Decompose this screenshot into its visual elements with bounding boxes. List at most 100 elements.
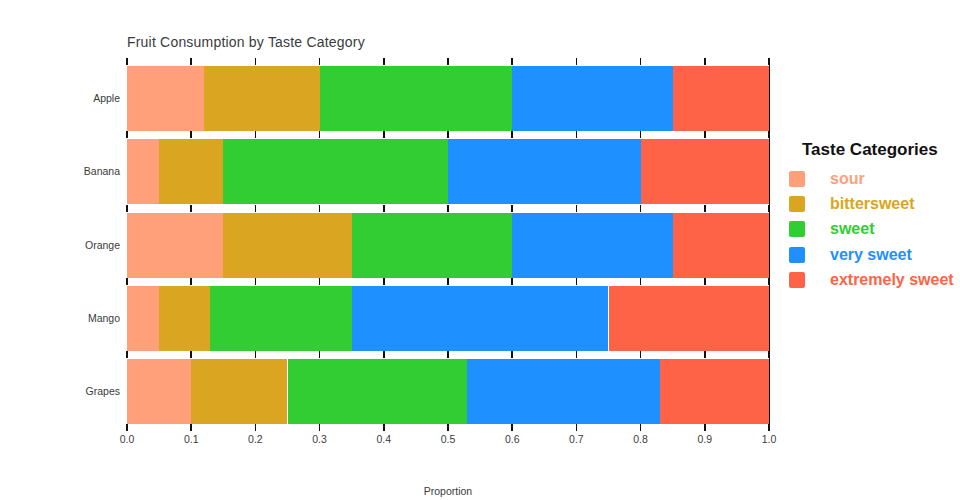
axis-tick-mark [255, 58, 257, 65]
bar-segment-mango-extremely-sweet [609, 286, 770, 351]
axis-tick-mark [190, 351, 192, 358]
legend-swatch-bittersweet [789, 196, 805, 212]
axis-tick-mark [126, 278, 128, 285]
axis-tick-mark [511, 351, 513, 358]
bar-row-apple [127, 66, 769, 131]
x-tick-label-0.4: 0.4 [367, 433, 401, 445]
legend-item-sour: sour [788, 166, 960, 191]
axis-tick-mark [126, 205, 128, 212]
axis-tick-mark [190, 205, 192, 212]
bar-segment-grapes-very-sweet [467, 359, 660, 424]
bar-segment-orange-very-sweet [512, 213, 673, 278]
x-axis-tick-strip [127, 424, 769, 431]
axis-tick-mark [126, 131, 128, 138]
axis-tick-mark [640, 351, 642, 358]
bar-segment-apple-very-sweet [512, 66, 673, 131]
legend-items: sour bittersweet sweet very sweet extremely … [788, 166, 960, 293]
axis-tick-mark [640, 278, 642, 285]
legend-label-sweet: sweet [830, 220, 874, 238]
axis-tick-mark [383, 424, 385, 431]
axis-tick-mark [383, 58, 385, 65]
axis-tick-mark [640, 205, 642, 212]
bar-segment-apple-extremely-sweet [673, 66, 769, 131]
stacked-bar-chart: Fruit Consumption by Taste Category Appl… [0, 0, 960, 500]
axis-tick-mark [126, 351, 128, 358]
bar-segment-banana-bittersweet [159, 139, 223, 204]
bar-segment-grapes-sour [127, 359, 191, 424]
axis-tick-mark [576, 58, 578, 65]
legend-swatch-sweet [789, 221, 805, 237]
bar-segment-mango-very-sweet [352, 286, 609, 351]
bar-segment-mango-sour [127, 286, 159, 351]
right-axis-spine [769, 58, 771, 431]
axis-tick-mark [511, 424, 513, 431]
axis-tick-mark [255, 351, 257, 358]
legend-title: Taste Categories [788, 140, 960, 160]
bar-segment-grapes-sweet [288, 359, 468, 424]
bar-segment-apple-sweet [320, 66, 513, 131]
axis-tick-mark [447, 351, 449, 358]
x-axis-tick-strip [127, 58, 769, 65]
axis-tick-mark [640, 424, 642, 431]
legend-item-sweet: sweet [788, 217, 960, 242]
axis-tick-mark [383, 205, 385, 212]
axis-tick-mark [447, 58, 449, 65]
legend: Taste Categories sour bittersweet sweet ver… [788, 140, 960, 293]
legend-item-bittersweet: bittersweet [788, 191, 960, 216]
axis-tick-mark [190, 278, 192, 285]
x-tick-label-0.2: 0.2 [238, 433, 272, 445]
axis-tick-mark [704, 58, 706, 65]
legend-item-very-sweet: very sweet [788, 242, 960, 267]
axis-tick-mark [319, 131, 321, 138]
axis-tick-mark [704, 205, 706, 212]
x-tick-label-0.5: 0.5 [431, 433, 465, 445]
axis-tick-mark [704, 131, 706, 138]
axis-tick-mark [576, 131, 578, 138]
axis-tick-mark [447, 278, 449, 285]
legend-item-extremely-sweet: extremely sweet [788, 268, 960, 293]
axis-tick-mark [447, 424, 449, 431]
legend-label-very-sweet: very sweet [830, 246, 912, 264]
axis-tick-mark [704, 424, 706, 431]
bar-segment-orange-bittersweet [223, 213, 351, 278]
axis-tick-mark [383, 131, 385, 138]
x-axis-tick-strip [127, 131, 769, 138]
bar-segment-orange-sour [127, 213, 223, 278]
x-tick-label-0.7: 0.7 [559, 433, 593, 445]
axis-tick-mark [319, 58, 321, 65]
axis-tick-mark [576, 424, 578, 431]
legend-swatch-sour [789, 171, 805, 187]
bar-row-orange [127, 213, 769, 278]
axis-tick-mark [511, 205, 513, 212]
axis-tick-mark [319, 351, 321, 358]
y-axis-label-grapes: Grapes [0, 385, 120, 397]
axis-tick-mark [447, 131, 449, 138]
x-axis-tick-strip [127, 278, 769, 285]
bar-segment-grapes-bittersweet [191, 359, 287, 424]
axis-tick-mark [704, 278, 706, 285]
y-axis-label-orange: Orange [0, 239, 120, 251]
x-tick-label-0.0: 0.0 [110, 433, 144, 445]
axis-tick-mark [255, 205, 257, 212]
axis-tick-mark [126, 58, 128, 65]
legend-label-sour: sour [830, 170, 865, 188]
axis-tick-mark [640, 131, 642, 138]
bar-segment-grapes-extremely-sweet [660, 359, 769, 424]
axis-tick-mark [190, 58, 192, 65]
axis-tick-mark [319, 278, 321, 285]
bar-segment-banana-very-sweet [448, 139, 641, 204]
bar-segment-mango-sweet [210, 286, 351, 351]
axis-tick-mark [319, 424, 321, 431]
axis-tick-mark [255, 424, 257, 431]
legend-swatch-very-sweet [789, 247, 805, 263]
axis-tick-mark [511, 58, 513, 65]
x-tick-label-0.9: 0.9 [688, 433, 722, 445]
axis-tick-mark [319, 205, 321, 212]
legend-label-extremely-sweet: extremely sweet [830, 271, 954, 289]
axis-tick-mark [383, 278, 385, 285]
axis-tick-mark [511, 278, 513, 285]
bar-segment-orange-sweet [352, 213, 513, 278]
axis-tick-mark [447, 205, 449, 212]
axis-tick-mark [511, 131, 513, 138]
bar-segment-banana-sweet [223, 139, 448, 204]
